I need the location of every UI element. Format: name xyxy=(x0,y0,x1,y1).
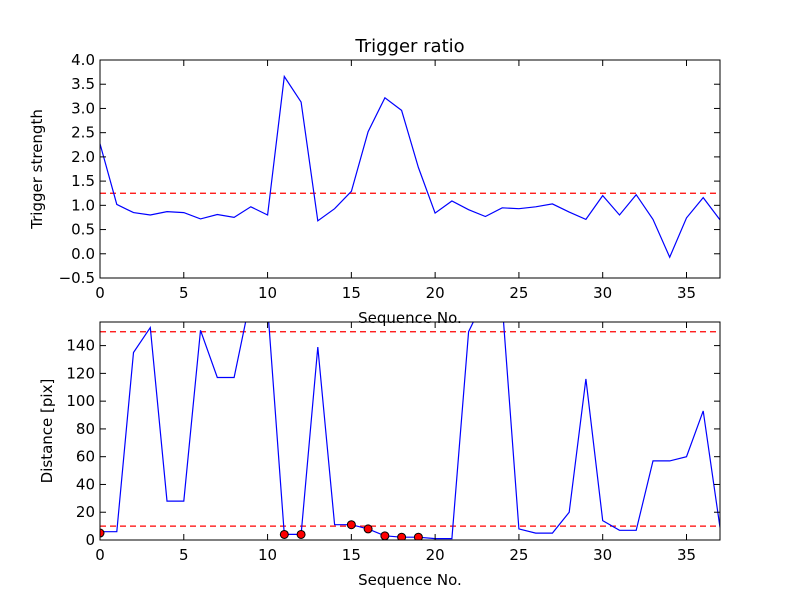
x-tick-label: 35 xyxy=(677,284,696,302)
x-tick-label: 15 xyxy=(342,284,361,302)
data-point xyxy=(363,524,373,534)
x-tick-label: 20 xyxy=(426,284,445,302)
y-axis-label: Distance [pix] xyxy=(38,379,56,484)
data-point xyxy=(100,528,105,538)
x-tick-label: 30 xyxy=(593,284,612,302)
y-tick-label: 40 xyxy=(76,475,95,493)
y-tick-label: 120 xyxy=(66,364,95,382)
y-tick-label: 0.5 xyxy=(71,221,95,239)
x-tick-label: 25 xyxy=(509,284,528,302)
data-point xyxy=(346,520,356,530)
series-line xyxy=(100,322,720,540)
x-tick-label: 5 xyxy=(179,546,189,564)
y-tick-label: 100 xyxy=(66,392,95,410)
x-tick-label: 15 xyxy=(342,546,361,564)
x-tick-label: 20 xyxy=(426,546,445,564)
y-tick-label: 2.0 xyxy=(71,148,95,166)
y-tick-label: 3.5 xyxy=(71,75,95,93)
y-tick-label: 4.0 xyxy=(71,51,95,69)
x-tick-label: 10 xyxy=(258,284,277,302)
y-tick-label: 3.0 xyxy=(71,99,95,117)
trigger-ratio-subplot: Trigger ratio 0 5 10 15 20 25 30 35 −0.5 0.0 0.5 1… xyxy=(28,36,721,327)
distance-subplot: 0 5 10 15 20 25 30 35 0 20 40 60 80 100 120 140 Sequen… xyxy=(38,321,721,589)
series-line xyxy=(100,74,720,259)
y-tick-label: −0.5 xyxy=(59,269,95,287)
y-tick-label: 60 xyxy=(76,448,95,466)
x-tick-label: 30 xyxy=(593,546,612,564)
y-tick-label: 0 xyxy=(85,531,95,549)
y-tick-label: 20 xyxy=(76,503,95,521)
x-tick-label: 10 xyxy=(258,546,277,564)
x-tick-label: 35 xyxy=(677,546,696,564)
y-tick-label: 80 xyxy=(76,420,95,438)
x-tick-label: 0 xyxy=(95,546,105,564)
x-axis-label: Sequence No. xyxy=(358,309,462,327)
y-tick-label: 1.0 xyxy=(71,196,95,214)
data-point xyxy=(380,531,390,540)
y-tick-label: 0.0 xyxy=(71,245,95,263)
x-tick-label: 25 xyxy=(509,546,528,564)
y-axis-label: Trigger strength xyxy=(28,109,46,230)
plot-frame xyxy=(99,59,721,279)
y-tick-label: 1.5 xyxy=(71,172,95,190)
y-tick-label: 2.5 xyxy=(71,124,95,142)
plot-frame xyxy=(99,321,721,541)
x-axis-label: Sequence No. xyxy=(358,571,462,589)
data-point xyxy=(397,532,407,540)
x-tick-label: 0 xyxy=(95,284,105,302)
data-point xyxy=(279,529,289,539)
data-point xyxy=(296,529,306,539)
chart-title: Trigger ratio xyxy=(354,36,464,57)
x-tick-label: 5 xyxy=(179,284,189,302)
data-point xyxy=(413,532,423,540)
y-tick-label: 140 xyxy=(66,337,95,355)
